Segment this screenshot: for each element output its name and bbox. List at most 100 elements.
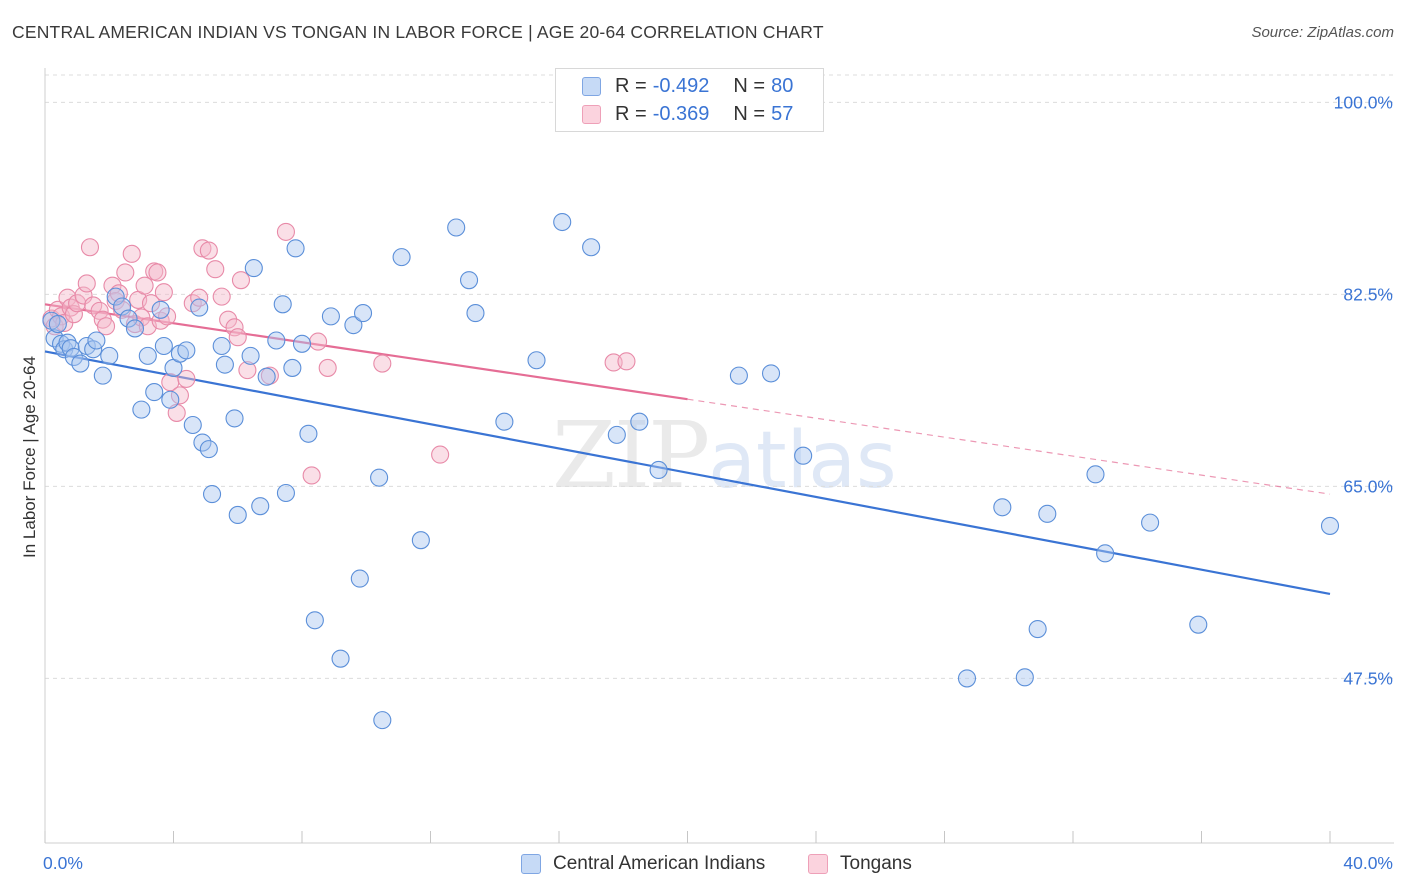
point-central-american-indians bbox=[138, 346, 157, 365]
point-tongans bbox=[167, 403, 186, 422]
watermark-atlas: atlas bbox=[708, 416, 897, 506]
point-central-american-indians bbox=[106, 287, 125, 306]
point-tongans bbox=[116, 263, 135, 282]
legend-r-label: R = bbox=[615, 102, 647, 125]
legend-row-pink: R = -0.369 N = 57 bbox=[582, 101, 793, 127]
point-tongans bbox=[103, 276, 122, 295]
point-central-american-indians bbox=[993, 498, 1012, 517]
point-central-american-indians bbox=[495, 412, 514, 431]
point-central-american-indians bbox=[1028, 620, 1047, 639]
point-central-american-indians bbox=[392, 248, 411, 267]
point-central-american-indians bbox=[241, 346, 260, 365]
source-credit: Source: ZipAtlas.com bbox=[1251, 24, 1394, 41]
point-central-american-indians bbox=[251, 497, 270, 516]
point-central-american-indians bbox=[125, 319, 144, 338]
legend-n-value: 80 bbox=[771, 74, 794, 97]
point-central-american-indians bbox=[466, 304, 485, 323]
y-tick-label: 47.5% bbox=[1343, 668, 1393, 688]
x-tick-label: 0.0% bbox=[43, 853, 83, 873]
point-central-american-indians bbox=[244, 259, 263, 278]
point-central-american-indians bbox=[145, 383, 164, 402]
point-tongans bbox=[238, 361, 257, 380]
point-tongans bbox=[190, 288, 209, 307]
chart-title: CENTRAL AMERICAN INDIAN VS TONGAN IN LAB… bbox=[12, 22, 824, 42]
point-central-american-indians bbox=[1096, 544, 1115, 563]
point-central-american-indians bbox=[212, 336, 231, 356]
point-central-american-indians bbox=[64, 347, 83, 367]
series-label: Central American Indians bbox=[553, 853, 766, 874]
point-central-american-indians bbox=[267, 331, 286, 350]
point-central-american-indians bbox=[1015, 668, 1034, 687]
point-tongans bbox=[122, 244, 141, 263]
point-central-american-indians bbox=[161, 390, 180, 409]
point-central-american-indians bbox=[215, 355, 234, 374]
axes bbox=[44, 68, 1394, 844]
legend-n-label: N = bbox=[733, 74, 766, 97]
point-central-american-indians bbox=[203, 485, 222, 504]
point-central-american-indians bbox=[321, 307, 340, 326]
point-central-american-indians bbox=[87, 331, 106, 350]
legend-r-label: R = bbox=[615, 74, 647, 97]
point-central-american-indians bbox=[283, 358, 302, 377]
point-central-american-indians bbox=[459, 271, 479, 290]
trend-line-pink-dashed bbox=[687, 398, 1331, 495]
correlation-legend: R = -0.492 N = 80 R = -0.369 N = 57 bbox=[555, 68, 824, 132]
point-tongans bbox=[77, 274, 96, 293]
point-central-american-indians bbox=[411, 531, 430, 550]
point-central-american-indians bbox=[373, 711, 392, 730]
y-tick-label: 65.0% bbox=[1343, 476, 1393, 496]
point-central-american-indians bbox=[353, 304, 373, 323]
legend-swatch-pink bbox=[582, 104, 601, 124]
point-tongans bbox=[158, 307, 177, 326]
legend-swatch-blue bbox=[582, 76, 601, 96]
point-central-american-indians bbox=[527, 351, 546, 370]
point-central-american-indians bbox=[154, 336, 173, 356]
point-central-american-indians bbox=[276, 483, 295, 503]
point-central-american-indians bbox=[286, 239, 305, 258]
point-tongans bbox=[96, 317, 116, 336]
point-central-american-indians bbox=[607, 425, 626, 444]
point-tongans bbox=[58, 288, 77, 307]
legend-n-label: N = bbox=[733, 102, 766, 125]
point-central-american-indians bbox=[331, 649, 350, 668]
point-tongans bbox=[231, 271, 251, 290]
series-label: Tongans bbox=[840, 853, 912, 874]
point-central-american-indians bbox=[193, 433, 212, 452]
x-tick-label: 40.0% bbox=[1343, 853, 1393, 873]
point-central-american-indians bbox=[151, 300, 170, 319]
point-tongans bbox=[219, 310, 238, 329]
point-tongans bbox=[318, 358, 337, 377]
point-central-american-indians bbox=[344, 316, 363, 335]
point-tongans bbox=[617, 352, 636, 371]
point-tongans bbox=[64, 305, 83, 324]
trend-lines bbox=[44, 303, 1331, 596]
point-tongans bbox=[74, 286, 93, 305]
y-tick-label: 82.5% bbox=[1343, 284, 1393, 304]
point-tongans bbox=[170, 386, 189, 405]
point-tongans bbox=[431, 445, 450, 464]
point-central-american-indians bbox=[228, 505, 247, 525]
point-central-american-indians bbox=[52, 334, 71, 353]
point-central-american-indians bbox=[447, 218, 466, 237]
point-central-american-indians bbox=[630, 412, 649, 431]
point-central-american-indians bbox=[582, 238, 601, 257]
point-central-american-indians bbox=[190, 298, 209, 317]
point-central-american-indians bbox=[71, 354, 90, 373]
point-central-american-indians bbox=[257, 367, 276, 386]
point-central-american-indians bbox=[553, 212, 572, 232]
legend-r-value: -0.369 bbox=[652, 102, 710, 125]
series-legend-tongans: Tongans bbox=[808, 851, 912, 877]
point-tongans bbox=[141, 294, 161, 313]
data-points bbox=[42, 212, 1340, 730]
point-central-american-indians bbox=[1189, 615, 1208, 634]
point-central-american-indians bbox=[93, 366, 112, 385]
y-tick-label: 100.0% bbox=[1334, 92, 1393, 112]
point-central-american-indians bbox=[794, 446, 813, 465]
trend-line-blue bbox=[44, 350, 1331, 596]
point-tongans bbox=[154, 283, 173, 302]
point-tongans bbox=[212, 287, 231, 306]
point-central-american-indians bbox=[729, 366, 748, 385]
point-tongans bbox=[206, 260, 225, 279]
point-tongans bbox=[276, 222, 295, 241]
